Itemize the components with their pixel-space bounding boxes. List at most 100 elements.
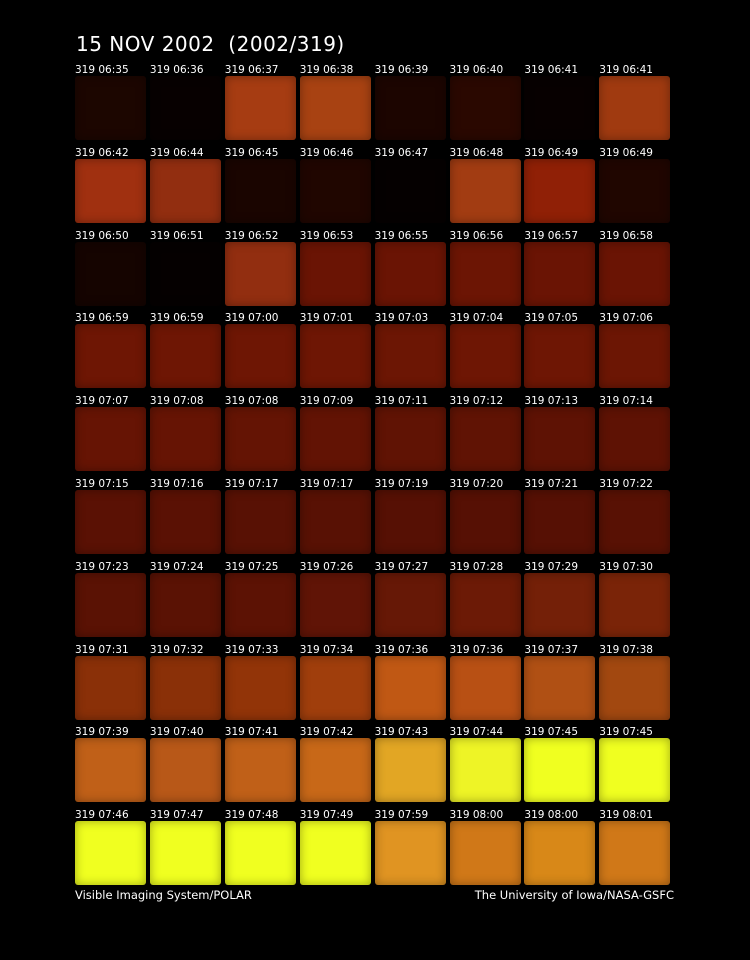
footer-right: The University of Iowa/NASA-GSFC [474, 888, 674, 902]
tile-label: 319 07:36 [374, 643, 429, 656]
tile: 319 07:32 [149, 644, 222, 720]
tile: 319 07:29 [524, 561, 596, 637]
tile-image [75, 407, 146, 472]
tile-label: 319 06:50 [75, 229, 129, 242]
tile: 319 07:43 [374, 726, 447, 803]
tile-label: 319 08:01 [599, 809, 653, 822]
tile: 319 08:01 [599, 809, 671, 886]
tile-image [299, 407, 371, 472]
tile-image [149, 655, 221, 720]
tile-label: 319 07:11 [374, 395, 429, 408]
tile-label: 319 08:00 [449, 809, 504, 822]
tile-image [299, 655, 371, 720]
tile-label: 319 07:38 [599, 643, 653, 656]
tile-label: 319 07:09 [299, 395, 354, 408]
footer-left: Visible Imaging System/POLAR [75, 888, 252, 902]
tile-image [524, 158, 596, 223]
tile-image [75, 490, 146, 554]
tile-label: 319 07:37 [524, 643, 579, 656]
tile-label: 319 07:47 [149, 809, 204, 822]
tile-label: 319 06:37 [224, 64, 279, 76]
tile-label: 319 07:34 [299, 643, 354, 656]
tile-image [75, 324, 146, 389]
tile: 319 06:57 [524, 230, 596, 306]
tile: 319 07:33 [224, 644, 297, 720]
tile: 319 06:52 [224, 230, 297, 306]
tile-label: 319 07:23 [75, 560, 129, 573]
tile-image [599, 241, 671, 306]
tile: 319 07:09 [299, 395, 372, 472]
tile-label: 319 06:36 [149, 64, 204, 76]
tile: 319 07:01 [299, 312, 372, 389]
tile-image [599, 490, 671, 554]
tile-image [224, 324, 296, 389]
tile-label: 319 07:43 [374, 726, 429, 739]
tile: 319 07:31 [75, 644, 147, 720]
tile-label: 319 07:45 [599, 726, 653, 739]
tile-label: 319 07:08 [149, 395, 204, 408]
tile: 319 07:08 [224, 395, 297, 472]
tile-image [524, 407, 596, 472]
tile-label: 319 07:16 [149, 478, 204, 490]
tile-image [449, 490, 521, 554]
tile-image [599, 738, 671, 803]
tile-label: 319 07:46 [75, 809, 129, 822]
tile-label: 319 06:47 [374, 146, 429, 159]
tile-label: 319 07:00 [224, 312, 279, 325]
tile-image [75, 821, 146, 886]
tile-label: 319 06:41 [599, 64, 653, 76]
tile-label: 319 07:49 [299, 809, 354, 822]
tile: 319 07:05 [524, 312, 596, 389]
tile-image [224, 738, 296, 803]
tile-image [224, 655, 296, 720]
tile: 319 06:49 [599, 147, 671, 223]
tile-image [149, 76, 221, 140]
tile: 319 07:22 [599, 478, 671, 554]
tile-image [449, 407, 521, 472]
tile: 319 07:15 [75, 478, 147, 554]
tile: 319 07:28 [449, 561, 522, 637]
tile-label: 319 07:24 [149, 560, 204, 573]
tile: 319 07:25 [224, 561, 297, 637]
tile: 319 06:47 [374, 147, 447, 223]
tile-image [149, 490, 221, 554]
tile-label: 319 07:05 [524, 312, 579, 325]
tile: 319 06:59 [75, 312, 147, 389]
tile: 319 06:38 [299, 64, 372, 140]
tile-label: 319 07:08 [224, 395, 279, 408]
tile-label: 319 06:35 [75, 64, 129, 76]
tile-image [299, 821, 371, 886]
tile: 319 08:00 [524, 809, 596, 886]
tile: 319 07:03 [374, 312, 447, 389]
tile-label: 319 07:45 [524, 726, 579, 739]
tile: 319 07:34 [299, 644, 372, 720]
tile-label: 319 07:13 [524, 395, 579, 408]
tile: 319 06:41 [599, 64, 671, 140]
tile-label: 319 07:39 [75, 726, 129, 739]
tile: 319 07:46 [75, 809, 147, 886]
tile-label: 319 07:36 [449, 643, 504, 656]
tile-image [374, 158, 446, 223]
tile: 319 06:48 [449, 147, 522, 223]
tile: 319 06:49 [524, 147, 596, 223]
tile-image [374, 76, 446, 140]
tile-image [224, 490, 296, 554]
tile: 319 06:36 [149, 64, 222, 140]
tile: 319 07:47 [149, 809, 222, 886]
tile: 319 07:19 [374, 478, 447, 554]
tile: 319 07:13 [524, 395, 596, 472]
tile: 319 06:51 [149, 230, 222, 306]
tile-label: 319 07:32 [149, 643, 204, 656]
tile-image [75, 76, 146, 140]
tile-label: 319 06:53 [299, 229, 354, 242]
tile-label: 319 06:44 [149, 146, 204, 159]
tile-label: 319 06:38 [299, 64, 354, 76]
tile-label: 319 06:55 [374, 229, 429, 242]
tile-image [374, 490, 446, 554]
tile: 319 06:41 [524, 64, 596, 140]
tile-image [449, 655, 521, 720]
tile-label: 319 08:00 [524, 809, 579, 822]
tile-image [449, 572, 521, 637]
tile: 319 06:44 [149, 147, 222, 223]
tile-image [75, 738, 146, 803]
